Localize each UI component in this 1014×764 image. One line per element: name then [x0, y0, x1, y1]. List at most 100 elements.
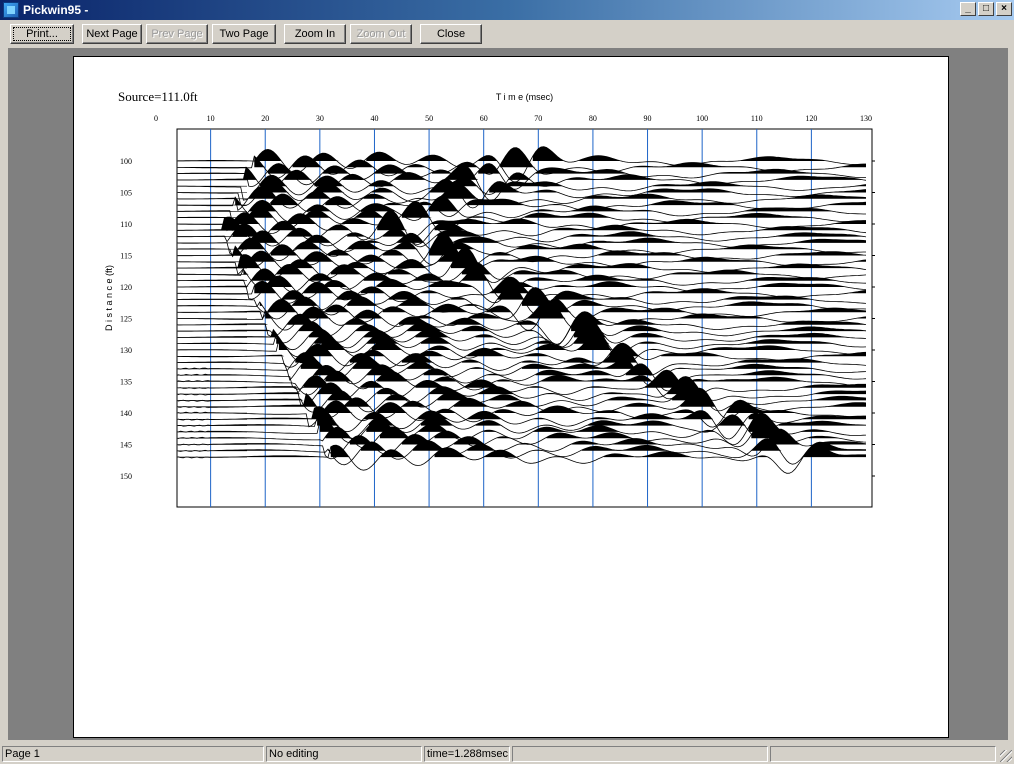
trace-117: [177, 247, 867, 284]
trace-133: [177, 357, 867, 387]
trace-104: [177, 174, 867, 201]
y-tick-label-100: 100: [120, 157, 132, 166]
trace-fill-134: [177, 363, 828, 376]
status-mode: No editing: [266, 746, 422, 762]
trace-fill-121: [254, 277, 867, 294]
trace-106: [177, 183, 867, 211]
trace-105: [177, 178, 867, 209]
trace-123: [177, 287, 867, 320]
trace-fill-118: [177, 262, 768, 275]
zoom-out-button[interactable]: Zoom Out: [350, 24, 412, 44]
trace-fill-124: [216, 298, 867, 313]
maximize-button[interactable]: □: [978, 2, 994, 16]
status-bar: Page 1 No editing time=1.288msec: [0, 744, 1014, 764]
trace-140: [177, 399, 867, 428]
trace-fill-132: [177, 346, 828, 363]
trace-118: [177, 261, 867, 288]
trace-130: [177, 333, 867, 366]
trace-fill-120: [180, 276, 847, 287]
y-tick-label-110: 110: [120, 220, 132, 229]
trace-fill-102: [177, 163, 826, 174]
print-preview-toolbar: Print... Next Page Prev Page Two Page Zo…: [0, 22, 1014, 46]
print-button[interactable]: Print...: [10, 24, 74, 44]
prev-page-button[interactable]: Prev Page: [146, 24, 208, 44]
y-axis-title: D i s t a n c e (ft): [104, 265, 114, 331]
trace-127: [177, 312, 867, 347]
trace-fill-106: [207, 183, 866, 199]
status-extra-1: [512, 746, 768, 762]
status-extra-2: [770, 746, 996, 762]
trace-fill-109: [177, 201, 815, 218]
app-icon[interactable]: [3, 2, 19, 18]
x-tick-label-100: 100: [696, 114, 708, 123]
trace-fill-103: [197, 165, 866, 180]
trace-fill-117: [186, 247, 858, 269]
trace-103: [177, 164, 867, 202]
trace-111: [177, 210, 867, 245]
close-button[interactable]: Close: [420, 24, 482, 44]
y-tick-label-115: 115: [120, 252, 132, 261]
x-tick-label-110: 110: [751, 114, 763, 123]
x-tick-label-10: 10: [207, 114, 215, 123]
x-tick-label-60: 60: [480, 114, 488, 123]
trace-fill-139: [183, 388, 867, 407]
trace-128: [177, 317, 867, 351]
trace-fill-136: [180, 370, 867, 388]
title-bar: Pickwin95 - _ □ ×: [0, 0, 1014, 20]
x-axis-title: T i m e (msec): [496, 92, 553, 102]
y-tick-label-140: 140: [120, 409, 132, 418]
trace-fill-127: [197, 312, 866, 332]
minimize-button[interactable]: _: [960, 2, 976, 16]
zoom-in-button[interactable]: Zoom In: [284, 24, 346, 44]
trace-fill-146: [186, 438, 866, 451]
preview-area[interactable]: Source=111.0ft T i m e (msec) D i s t a n …: [8, 48, 1008, 740]
trace-fill-130: [177, 333, 801, 350]
two-page-button[interactable]: Two Page: [212, 24, 276, 44]
trace-fill-114: [177, 238, 812, 250]
trace-129: [177, 324, 867, 358]
trace-fill-133: [177, 358, 817, 369]
trace-fill-112: [197, 224, 866, 237]
x-tick-label-70: 70: [534, 114, 542, 123]
trace-112: [177, 223, 867, 248]
trace-fill-116: [177, 251, 867, 262]
trace-fill-100: [177, 146, 828, 161]
trace-131: [177, 342, 867, 368]
y-tick-label-105: 105: [120, 189, 132, 198]
trace-fill-104: [177, 175, 867, 187]
close-window-button[interactable]: ×: [996, 2, 1012, 16]
trace-fill-119: [177, 268, 839, 281]
trace-107: [177, 193, 867, 218]
x-tick-label-0: 0: [154, 114, 158, 123]
trace-147: [177, 444, 866, 474]
trace-145: [177, 428, 867, 460]
trace-125: [177, 300, 867, 331]
y-tick-label-135: 135: [120, 378, 132, 387]
trace-fill-115: [205, 233, 866, 256]
x-tick-label-40: 40: [370, 114, 378, 123]
seismic-chart: Source=111.0ft T i m e (msec) D i s t a n …: [104, 89, 875, 508]
y-tick-label-130: 130: [120, 346, 132, 355]
trace-fill-110: [232, 212, 866, 224]
x-tick-label-80: 80: [589, 114, 597, 123]
trace-120: [177, 275, 867, 304]
trace-fill-141: [177, 406, 867, 420]
trace-135: [177, 370, 867, 400]
y-tick-label-120: 120: [120, 283, 132, 292]
trace-141: [177, 406, 866, 440]
next-page-button[interactable]: Next Page: [82, 24, 142, 44]
trace-132: [177, 346, 867, 376]
trace-137: [177, 376, 867, 407]
status-page: Page 1: [2, 746, 264, 762]
y-tick-label-150: 150: [120, 472, 132, 481]
resize-grip[interactable]: [1000, 750, 1012, 762]
trace-fill-135: [177, 371, 806, 382]
x-tick-label-120: 120: [805, 114, 817, 123]
trace-121: [177, 276, 867, 304]
trace-101: [177, 147, 866, 179]
window-title: Pickwin95 -: [23, 3, 89, 17]
x-tick-label-30: 30: [316, 114, 324, 123]
trace-fill-123: [177, 287, 815, 306]
trace-fill-140: [177, 400, 798, 413]
y-tick-label-145: 145: [120, 441, 132, 450]
